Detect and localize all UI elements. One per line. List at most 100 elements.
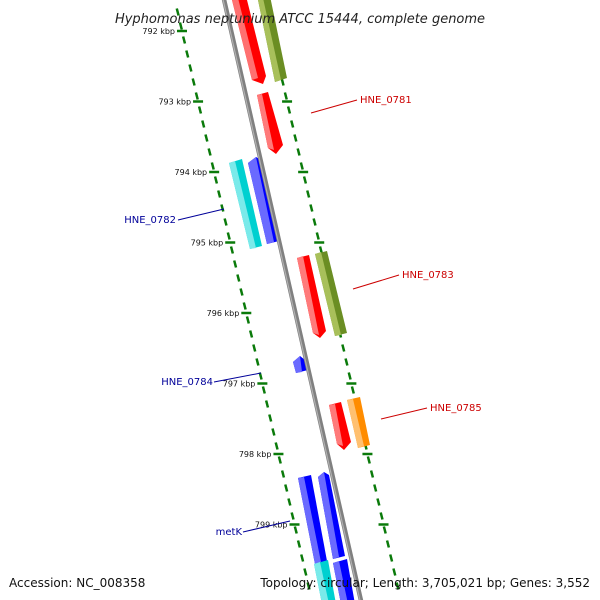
inner-minor-tick — [306, 582, 311, 590]
gene-label-hne-0784[interactable]: HNE_0784 — [161, 377, 213, 388]
kbp-tick-label: 794 kbp — [175, 168, 208, 177]
gene-arrow-hne-0785-red-shade — [329, 404, 343, 446]
outer-minor-tick — [344, 358, 349, 366]
gene-labels: HNE_0781 HNE_0782 HNE_0783 HNE_0784 HNE_0785… — [124, 95, 482, 538]
genome-backbone — [221, 0, 364, 600]
outer-minor-tick — [379, 512, 384, 520]
kbp-tick-label: 797 kbp — [223, 380, 256, 389]
inner-minor-tick — [217, 190, 222, 198]
outer-minor-tick — [376, 498, 381, 506]
gene-arrow-cyan-bottom-shade — [314, 562, 329, 600]
inner-minor-tick — [242, 302, 247, 310]
inner-minor-tick — [293, 526, 298, 534]
inner-minor-tick — [248, 330, 254, 338]
inner-minor-tick — [233, 260, 238, 268]
outer-minor-tick — [395, 582, 400, 590]
inner-minor-tick — [178, 22, 183, 30]
gene-features — [229, 0, 370, 600]
outer-minor-tick — [302, 176, 308, 184]
inner-minor-tick — [252, 344, 257, 352]
map-title: Hyphomonas neptunium ATCC 15444, complet… — [115, 12, 485, 27]
gene-label-metk[interactable]: metK — [216, 527, 243, 538]
outer-minor-tick — [341, 344, 346, 352]
gene-label-hne-0782[interactable]: HNE_0782 — [124, 215, 176, 226]
inner-minor-tick — [201, 120, 206, 128]
outer-minor-tick — [283, 92, 288, 100]
inner-minor-tick — [207, 148, 212, 156]
outer-minor-tick — [385, 540, 391, 548]
outer-minor-tick — [290, 120, 295, 128]
kbp-tick-label: 798 kbp — [239, 450, 272, 459]
inner-minor-tick — [210, 162, 215, 170]
inner-minor-tick — [255, 358, 260, 366]
kbp-tick-label: 792 kbp — [142, 27, 175, 36]
outer-minor-tick — [293, 134, 298, 142]
inner-minor-tick — [300, 554, 305, 562]
inner-minor-tick — [226, 232, 231, 240]
inner-minor-tick — [213, 176, 219, 184]
inner-minor-tick — [274, 442, 279, 450]
gene-arrow-hne-0781-shade — [257, 94, 274, 150]
inner-minor-tick — [245, 316, 251, 324]
inner-minor-tick — [303, 568, 308, 576]
outer-minor-tick — [296, 148, 301, 156]
inner-minor-tick — [175, 8, 180, 16]
inner-minor-tick — [287, 498, 292, 506]
inner-minor-tick — [185, 50, 190, 58]
outer-minor-tick — [350, 386, 355, 394]
gene-arrow-hne-0785-orange-shade — [347, 399, 364, 448]
inner-minor-tick — [277, 456, 282, 464]
inner-minor-tick — [197, 106, 203, 114]
kbp-tick-label: 795 kbp — [191, 239, 224, 248]
gene-arrow-red-shade — [232, 0, 258, 80]
outer-minor-tick — [309, 204, 314, 212]
outer-minor-tick — [286, 106, 292, 114]
gene-arrow-blue-bottom-shade — [333, 561, 348, 600]
inner-minor-tick — [280, 470, 286, 478]
outer-minor-tick — [299, 162, 304, 170]
kbp-tick-label: 796 kbp — [207, 309, 240, 318]
outer-minor-tick — [366, 456, 371, 464]
inner-minor-tick — [284, 484, 289, 492]
inner-minor-tick — [268, 414, 273, 422]
outer-minor-tick — [347, 372, 352, 380]
inner-minor-tick — [236, 274, 241, 282]
inner-minor-tick — [271, 428, 276, 436]
outer-minor-tick — [389, 554, 394, 562]
gene-arrow-hne-0783-red-shade — [297, 256, 319, 335]
inner-minor-tick — [264, 400, 270, 408]
gene-label-hne-0785[interactable]: HNE_0785 — [430, 403, 482, 414]
outer-minor-tick — [318, 246, 324, 254]
gene-arrow-metk-left-shade — [298, 477, 321, 564]
gene-label-leader — [310, 99, 358, 114]
kbp-tick-label: 793 kbp — [158, 98, 191, 107]
outer-minor-tick — [280, 78, 285, 86]
topology-summary: Topology: circular; Length: 3,705,021 bp… — [259, 576, 590, 590]
outer-minor-tick — [369, 470, 375, 478]
inner-minor-tick — [188, 64, 193, 72]
inner-minor-tick — [229, 246, 235, 254]
gene-arrow-hne-0783-olive-shade — [315, 252, 341, 336]
inner-minor-tick — [261, 386, 266, 394]
gene-arrow-hne-0784-shade — [293, 356, 302, 373]
inner-minor-tick — [223, 218, 228, 226]
gene-label-hne-0783[interactable]: HNE_0783 — [402, 270, 454, 281]
gene-label-leader — [380, 407, 428, 420]
gene-label-leader — [213, 372, 262, 383]
gene-label-leader — [352, 274, 400, 290]
inner-minor-tick — [290, 512, 295, 520]
outer-minor-tick — [392, 568, 397, 576]
gene-label-leader — [177, 208, 225, 221]
outer-minor-tick — [315, 232, 320, 240]
inner-minor-tick — [220, 204, 225, 212]
inner-minor-tick — [204, 134, 209, 142]
inner-minor-tick — [191, 78, 196, 86]
inner-minor-tick — [296, 540, 302, 548]
gene-arrow-hne-0782-cyan-shade — [229, 161, 256, 249]
gene-arrow-olive-shade — [258, 0, 281, 82]
inner-minor-tick — [181, 36, 187, 44]
gene-arrow-metk-shade — [318, 472, 339, 559]
gene-label-hne-0781[interactable]: HNE_0781 — [360, 95, 412, 106]
outer-minor-tick — [373, 484, 378, 492]
